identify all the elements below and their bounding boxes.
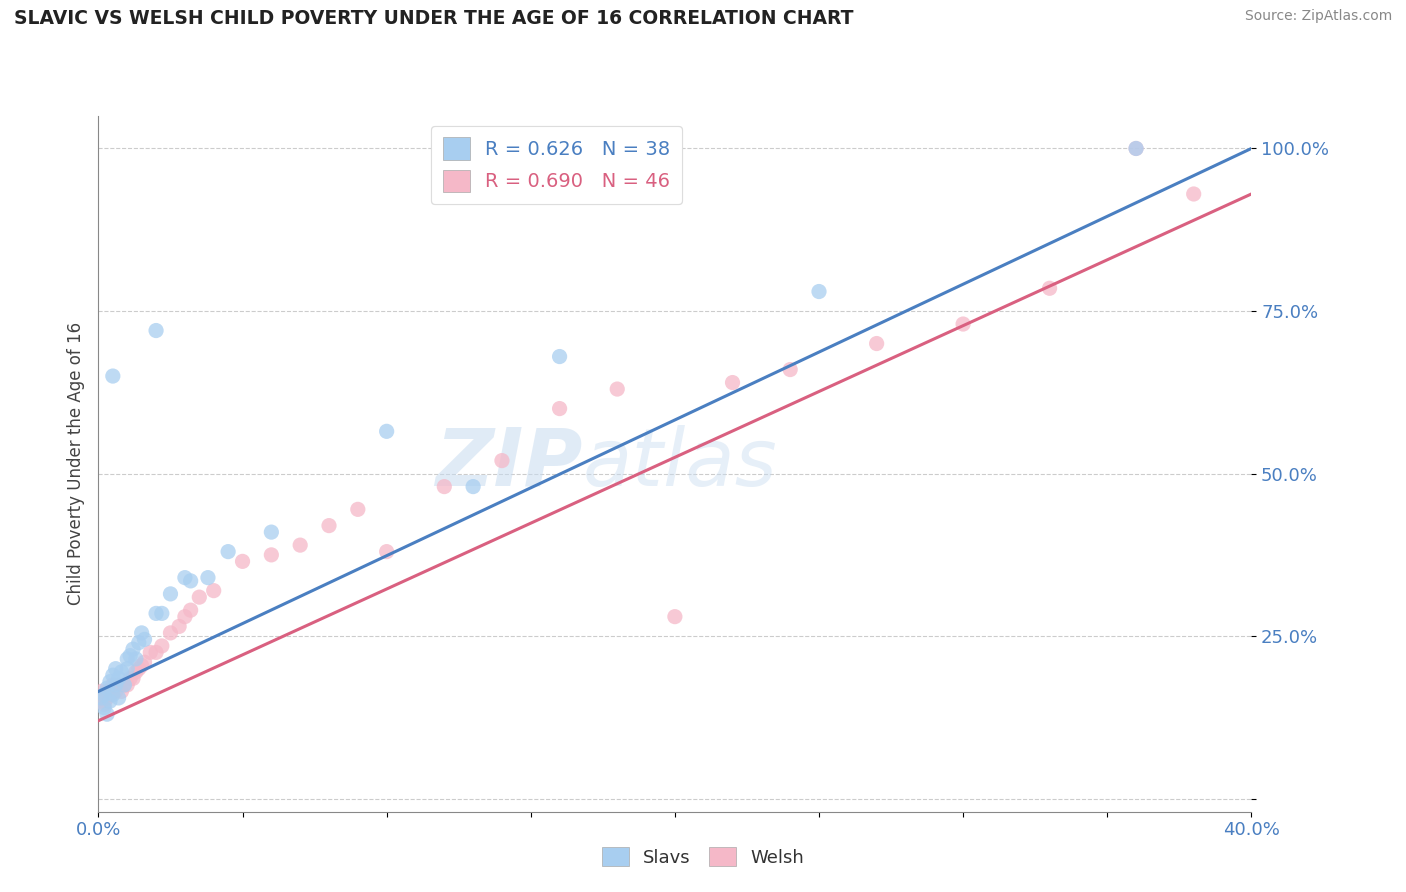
Point — [150, 607, 173, 621]
Point — [104, 684, 127, 698]
Text: ZIP: ZIP — [436, 425, 582, 503]
Point — [491, 453, 513, 467]
Point — [125, 665, 148, 679]
Point — [96, 681, 118, 695]
Point — [664, 609, 686, 624]
Point — [117, 662, 138, 676]
Point — [96, 690, 118, 705]
Point — [107, 690, 129, 705]
Point — [197, 571, 219, 585]
Point — [101, 688, 124, 702]
Point — [260, 548, 283, 562]
Point — [131, 626, 153, 640]
Point — [217, 544, 239, 558]
Point — [134, 632, 156, 647]
Legend: R = 0.626   N = 38, R = 0.690   N = 46: R = 0.626 N = 38, R = 0.690 N = 46 — [432, 126, 682, 203]
Point — [122, 672, 145, 686]
Point — [548, 350, 571, 364]
Point — [107, 678, 129, 692]
Point — [120, 648, 142, 663]
Point — [260, 525, 283, 540]
Point — [117, 652, 138, 666]
Point — [128, 635, 150, 649]
Point — [107, 672, 129, 686]
Point — [1182, 186, 1205, 201]
Point — [807, 285, 830, 299]
Point — [159, 626, 181, 640]
Point — [346, 502, 368, 516]
Point — [112, 678, 135, 692]
Point — [952, 317, 974, 331]
Point — [202, 583, 225, 598]
Point — [93, 700, 115, 714]
Point — [101, 684, 124, 698]
Point — [318, 518, 340, 533]
Legend: Slavs, Welsh: Slavs, Welsh — [595, 840, 811, 874]
Point — [125, 652, 148, 666]
Point — [461, 480, 484, 494]
Point — [90, 684, 112, 698]
Point — [290, 538, 312, 552]
Y-axis label: Child Poverty Under the Age of 16: Child Poverty Under the Age of 16 — [66, 322, 84, 606]
Text: Source: ZipAtlas.com: Source: ZipAtlas.com — [1244, 9, 1392, 23]
Point — [375, 544, 398, 558]
Point — [128, 662, 150, 676]
Point — [167, 619, 190, 633]
Point — [134, 655, 156, 669]
Point — [93, 688, 115, 702]
Point — [375, 425, 398, 439]
Point — [98, 694, 121, 708]
Point — [188, 590, 211, 604]
Point — [120, 672, 142, 686]
Point — [174, 609, 197, 624]
Point — [96, 707, 118, 722]
Point — [159, 587, 181, 601]
Point — [150, 639, 173, 653]
Point — [98, 674, 121, 689]
Point — [145, 324, 167, 338]
Point — [131, 658, 153, 673]
Point — [139, 645, 162, 659]
Point — [721, 376, 744, 390]
Point — [101, 369, 124, 384]
Point — [231, 554, 254, 568]
Point — [90, 690, 112, 705]
Point — [110, 665, 132, 679]
Point — [180, 574, 202, 588]
Text: atlas: atlas — [582, 425, 778, 503]
Point — [1038, 281, 1062, 295]
Point — [90, 694, 112, 708]
Point — [606, 382, 628, 396]
Point — [101, 678, 124, 692]
Point — [110, 684, 132, 698]
Point — [1125, 141, 1147, 155]
Point — [96, 684, 118, 698]
Point — [174, 571, 197, 585]
Point — [101, 668, 124, 682]
Point — [112, 678, 135, 692]
Point — [145, 607, 167, 621]
Point — [180, 603, 202, 617]
Point — [122, 642, 145, 657]
Point — [779, 362, 801, 376]
Point — [104, 662, 127, 676]
Point — [433, 480, 456, 494]
Point — [117, 678, 138, 692]
Point — [1125, 141, 1147, 155]
Text: SLAVIC VS WELSH CHILD POVERTY UNDER THE AGE OF 16 CORRELATION CHART: SLAVIC VS WELSH CHILD POVERTY UNDER THE … — [14, 9, 853, 28]
Point — [93, 698, 115, 712]
Point — [145, 645, 167, 659]
Point — [548, 401, 571, 416]
Point — [104, 678, 127, 692]
Point — [866, 336, 889, 351]
Point — [98, 688, 121, 702]
